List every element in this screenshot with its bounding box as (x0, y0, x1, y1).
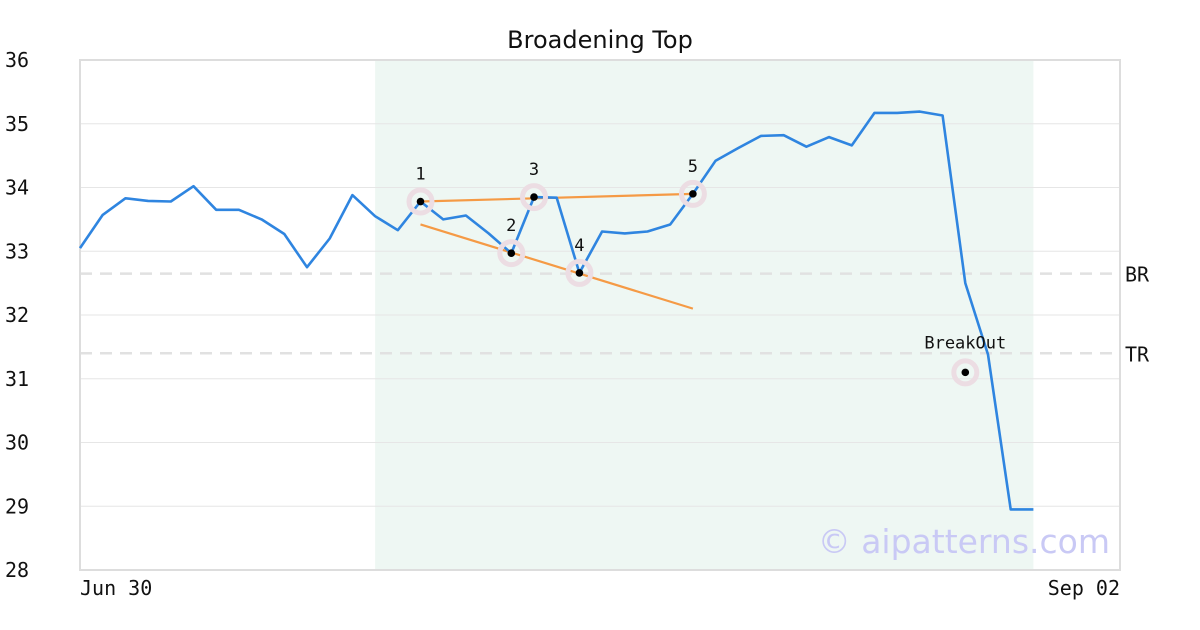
pattern-points: 1 2 3 4 5 BreakOut (406, 157, 1006, 387)
y-tick-label: 33 (5, 239, 29, 263)
pattern-point (575, 269, 584, 277)
pattern-point (530, 193, 538, 201)
pattern-point-label: 3 (529, 160, 539, 180)
pattern-point-label: 1 (415, 165, 425, 185)
level-lines: BR TR (80, 263, 1150, 366)
watermark: © aipatterns.com (818, 522, 1110, 561)
y-tick-label: 29 (5, 494, 29, 518)
pattern-point-halo (678, 179, 707, 208)
trend-line (420, 223, 694, 310)
pattern-point-label: 2 (506, 216, 516, 236)
pattern-point (961, 368, 970, 377)
pattern-point-halo (497, 239, 526, 268)
pattern-point-halo (520, 183, 548, 212)
plot-frame (79, 59, 1121, 571)
y-tick-label: 28 (5, 558, 29, 582)
x-tick-label: Jun 30 (80, 576, 152, 600)
y-tick-label: 34 (5, 176, 29, 200)
y-tick-label: 36 (5, 48, 29, 72)
pattern-point-label: BreakOut (924, 333, 1006, 353)
y-tick-label: 32 (5, 303, 29, 327)
pattern-point (507, 249, 516, 257)
level-label: BR (1125, 263, 1150, 287)
pattern-point-halo (406, 187, 435, 216)
pattern-point-label: 5 (688, 157, 698, 177)
pattern-point (416, 197, 425, 206)
y-tick-label: 35 (5, 112, 29, 136)
chart-title: Broadening Top (507, 26, 693, 54)
price-line (78, 110, 1034, 511)
pattern-point-halo (951, 358, 980, 387)
x-axis-labels: Jun 30 Sep 02 (80, 576, 1120, 600)
pattern-point-label: 4 (574, 236, 584, 256)
y-tick-label: 31 (5, 367, 29, 391)
y-axis-labels: 28 29 30 31 32 33 34 35 36 (5, 48, 29, 582)
pattern-point (689, 190, 697, 198)
pattern-point-halo (565, 258, 594, 287)
level-label: TR (1125, 342, 1150, 366)
x-tick-label: Sep 02 (1048, 576, 1120, 600)
y-tick-label: 30 (5, 431, 29, 455)
